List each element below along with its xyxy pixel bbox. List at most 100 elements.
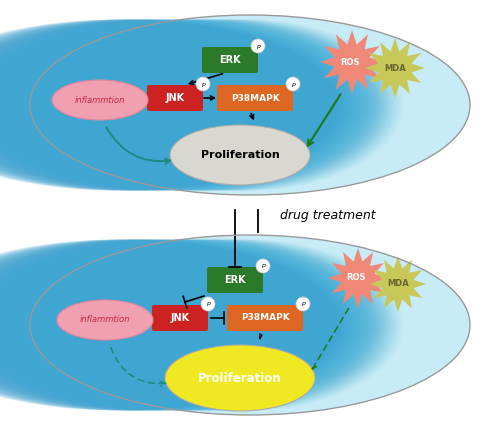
Ellipse shape xyxy=(36,240,384,410)
Ellipse shape xyxy=(0,240,358,410)
Ellipse shape xyxy=(0,240,342,410)
Ellipse shape xyxy=(0,240,368,410)
Ellipse shape xyxy=(0,240,344,410)
Ellipse shape xyxy=(0,20,349,190)
Ellipse shape xyxy=(16,20,377,190)
Ellipse shape xyxy=(0,240,349,410)
Ellipse shape xyxy=(0,240,355,410)
Ellipse shape xyxy=(29,240,382,410)
Polygon shape xyxy=(370,256,426,312)
Ellipse shape xyxy=(0,20,356,190)
Text: inflammtion: inflammtion xyxy=(80,315,130,324)
Ellipse shape xyxy=(0,20,342,190)
Ellipse shape xyxy=(0,20,354,190)
Ellipse shape xyxy=(0,20,348,190)
Text: ROS: ROS xyxy=(346,273,366,282)
Text: MDA: MDA xyxy=(384,63,406,72)
Ellipse shape xyxy=(165,345,315,411)
Ellipse shape xyxy=(19,240,378,410)
FancyBboxPatch shape xyxy=(217,85,293,111)
Ellipse shape xyxy=(0,240,338,410)
Ellipse shape xyxy=(2,240,372,410)
Text: ROS: ROS xyxy=(340,57,360,66)
Ellipse shape xyxy=(0,20,367,190)
Ellipse shape xyxy=(0,20,350,190)
Ellipse shape xyxy=(0,240,370,410)
Circle shape xyxy=(256,259,270,273)
Ellipse shape xyxy=(170,125,310,185)
Ellipse shape xyxy=(30,235,470,415)
Polygon shape xyxy=(320,30,384,94)
Circle shape xyxy=(286,77,300,91)
Ellipse shape xyxy=(8,20,375,190)
FancyBboxPatch shape xyxy=(202,47,258,73)
Ellipse shape xyxy=(6,240,374,410)
Ellipse shape xyxy=(22,240,380,410)
Ellipse shape xyxy=(0,20,344,190)
Ellipse shape xyxy=(0,20,368,190)
Ellipse shape xyxy=(0,20,370,190)
Ellipse shape xyxy=(0,20,362,190)
Ellipse shape xyxy=(30,15,470,195)
Ellipse shape xyxy=(0,240,352,410)
Ellipse shape xyxy=(0,20,372,190)
Ellipse shape xyxy=(0,20,365,190)
Ellipse shape xyxy=(52,80,148,120)
Ellipse shape xyxy=(0,240,350,410)
FancyArrowPatch shape xyxy=(111,348,166,386)
Ellipse shape xyxy=(2,20,372,190)
Ellipse shape xyxy=(0,240,360,410)
Text: p: p xyxy=(301,301,305,306)
Text: p: p xyxy=(291,81,295,86)
Ellipse shape xyxy=(0,20,352,190)
Text: Proliferation: Proliferation xyxy=(198,372,282,384)
Ellipse shape xyxy=(0,20,370,190)
Ellipse shape xyxy=(0,20,362,190)
Ellipse shape xyxy=(0,240,344,410)
Ellipse shape xyxy=(0,20,340,190)
Ellipse shape xyxy=(26,240,380,410)
Ellipse shape xyxy=(0,20,360,190)
Polygon shape xyxy=(365,38,425,98)
Ellipse shape xyxy=(0,20,358,190)
Circle shape xyxy=(201,297,215,311)
Ellipse shape xyxy=(0,20,352,190)
Ellipse shape xyxy=(0,240,360,410)
FancyBboxPatch shape xyxy=(152,305,208,331)
Ellipse shape xyxy=(0,20,344,190)
FancyBboxPatch shape xyxy=(227,305,303,331)
Ellipse shape xyxy=(19,20,378,190)
FancyBboxPatch shape xyxy=(207,267,263,293)
Ellipse shape xyxy=(8,240,375,410)
Ellipse shape xyxy=(0,240,342,410)
Ellipse shape xyxy=(0,240,348,410)
Ellipse shape xyxy=(12,240,376,410)
Ellipse shape xyxy=(26,20,380,190)
Circle shape xyxy=(251,39,265,53)
Ellipse shape xyxy=(32,240,383,410)
Ellipse shape xyxy=(36,20,384,190)
Ellipse shape xyxy=(0,20,366,190)
Text: JNK: JNK xyxy=(170,313,190,323)
Ellipse shape xyxy=(0,20,339,190)
Ellipse shape xyxy=(0,240,339,410)
Ellipse shape xyxy=(0,20,360,190)
Ellipse shape xyxy=(0,240,347,410)
Text: P38MAPK: P38MAPK xyxy=(230,93,280,102)
Ellipse shape xyxy=(0,240,356,410)
Text: ERK: ERK xyxy=(224,275,246,285)
Ellipse shape xyxy=(0,240,340,410)
Ellipse shape xyxy=(0,20,357,190)
Ellipse shape xyxy=(29,20,382,190)
Ellipse shape xyxy=(0,240,367,410)
Text: p: p xyxy=(256,44,260,48)
Ellipse shape xyxy=(12,20,376,190)
Ellipse shape xyxy=(0,240,366,410)
Text: p: p xyxy=(201,81,205,86)
Text: Proliferation: Proliferation xyxy=(200,150,280,160)
Ellipse shape xyxy=(22,20,380,190)
Ellipse shape xyxy=(0,20,364,190)
Text: inflammtion: inflammtion xyxy=(75,95,125,104)
Ellipse shape xyxy=(57,300,153,340)
Ellipse shape xyxy=(0,240,362,410)
